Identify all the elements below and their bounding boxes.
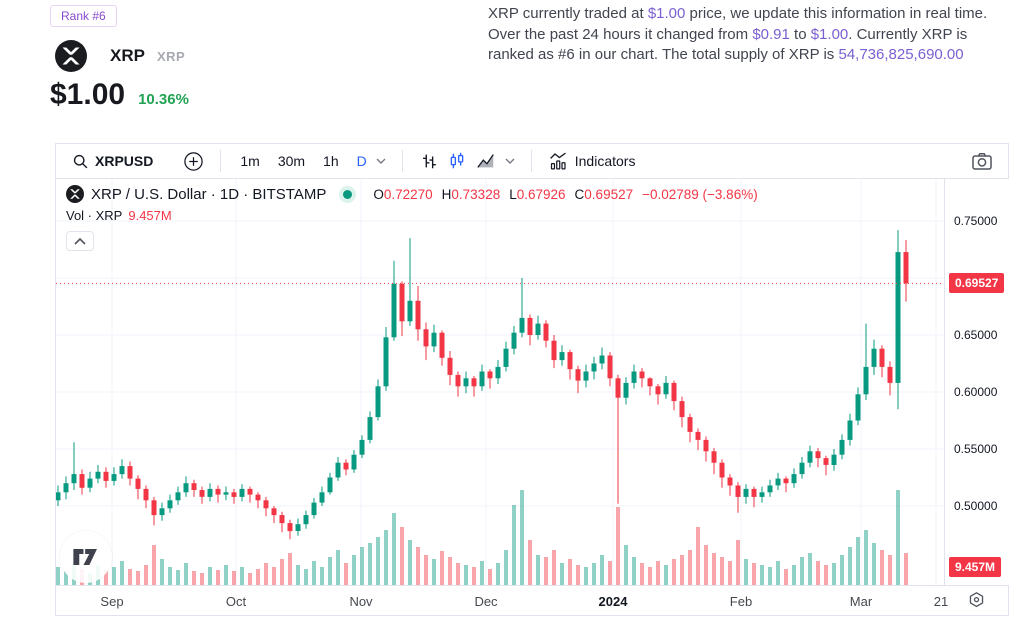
- chevron-up-icon: [74, 237, 86, 245]
- symbol-search-button[interactable]: XRPUSD: [68, 151, 157, 172]
- interval-button-30m[interactable]: 30m: [271, 150, 312, 172]
- coin-title-row: XRP XRP: [55, 40, 185, 72]
- bars-chart-icon: [419, 151, 439, 171]
- toolbar-divider: [530, 150, 532, 172]
- market-status-dot: [343, 189, 353, 199]
- price-tick: 0.60000: [954, 385, 998, 399]
- compare-add-button[interactable]: [179, 149, 208, 174]
- candlestick-chart[interactable]: [56, 179, 944, 585]
- price-scale[interactable]: 0.750000.700000.650000.600000.550000.500…: [944, 179, 1009, 585]
- interval-button-1m[interactable]: 1m: [233, 150, 266, 172]
- ohlc-o: O0.72270: [373, 186, 433, 202]
- coin-name: XRP: [110, 46, 145, 65]
- legend-symbol-row: XRP / U.S. Dollar · 1D · BITSTAMP O0.722…: [66, 185, 758, 203]
- chart-symbol-title[interactable]: XRP / U.S. Dollar · 1D · BITSTAMP: [91, 185, 327, 203]
- ohlc-values: O0.72270 H0.73328 L0.67926 C0.69527 −0.02789…: [373, 187, 757, 202]
- description-text: . Currently XRP is ranked as #6 in our c…: [488, 25, 968, 64]
- ohlc-h: H0.73328: [441, 186, 501, 202]
- chart-style-area-button[interactable]: [471, 149, 519, 173]
- volume-label: Vol · XRP: [66, 208, 123, 223]
- ohlc-l: L0.67926: [509, 186, 566, 202]
- volume-tag: 9.457M: [949, 557, 1002, 577]
- time-scale[interactable]: Sep Oct Nov Dec 2024 Feb Mar 21: [56, 585, 1008, 615]
- time-axis-label: 2024: [598, 594, 628, 609]
- tradingview-logo[interactable]: [60, 531, 112, 583]
- xrp-logo-icon: [55, 40, 87, 72]
- interval-menu-button[interactable]: [374, 156, 390, 166]
- description-text: to: [789, 25, 811, 43]
- interval-button-D[interactable]: D: [350, 150, 374, 172]
- time-axis-label: Oct: [225, 594, 247, 609]
- chart-legend: XRP / U.S. Dollar · 1D · BITSTAMP O0.722…: [66, 185, 758, 251]
- rank-badge: Rank #6: [50, 5, 117, 27]
- candles-chart-icon: [447, 151, 467, 171]
- indicators-button[interactable]: Indicators: [544, 149, 640, 173]
- time-axis-label: 21: [933, 594, 949, 609]
- snapshot-camera-button[interactable]: [966, 148, 998, 174]
- description-highlight: 54,736,825,690.00: [838, 46, 964, 63]
- time-axis-label: Nov: [349, 594, 373, 609]
- xrp-logo-icon-small: [66, 185, 84, 203]
- chart-toolbar: XRPUSD 1m 30m 1h D: [56, 144, 1008, 179]
- symbol-label: XRPUSD: [95, 153, 154, 169]
- price-change-percent: 10.36%: [138, 91, 189, 108]
- chevron-down-icon: [505, 158, 515, 164]
- description-highlight: $1.00: [647, 5, 686, 22]
- price-tick: 0.55000: [954, 442, 998, 456]
- ohlc-c: C0.69527: [574, 186, 634, 202]
- price-tick: 0.65000: [954, 328, 998, 342]
- indicators-icon: [548, 151, 569, 171]
- volume-value: 9.457M: [128, 208, 172, 223]
- price-tick: 0.75000: [954, 214, 998, 228]
- toolbar-divider: [220, 150, 222, 172]
- last-price-tag: 0.69527: [949, 273, 1005, 294]
- chart-plot-area[interactable]: XRP / U.S. Dollar · 1D · BITSTAMP O0.722…: [56, 179, 944, 585]
- coin-description: XRP currently traded at $1.00 price, we …: [488, 4, 1012, 66]
- ohlc-change: −0.02789 (−3.86%): [642, 186, 758, 202]
- interval-group: 1m 30m 1h D: [233, 150, 373, 172]
- tradingview-widget: XRPUSD 1m 30m 1h D: [55, 143, 1009, 616]
- price-tick: 0.50000: [954, 499, 998, 513]
- time-axis-label: Sep: [100, 594, 124, 609]
- legend-collapse-button[interactable]: [66, 231, 94, 251]
- legend-volume-row: Vol · XRP 9.457M: [66, 208, 758, 223]
- coin-price: $1.00: [50, 78, 126, 111]
- time-axis-label: Mar: [849, 594, 873, 609]
- plus-circle-icon: [183, 151, 204, 172]
- coin-ticker: XRP: [156, 48, 186, 64]
- camera-icon: [970, 150, 994, 172]
- area-chart-icon: [475, 151, 497, 171]
- description-text: price, we update this information in rea…: [488, 5, 988, 43]
- time-axis-label: Dec: [474, 594, 498, 609]
- toolbar-divider: [401, 150, 403, 172]
- chart-style-bars-button[interactable]: [415, 149, 443, 173]
- indicators-label: Indicators: [574, 153, 636, 169]
- chart-main-area: XRP / U.S. Dollar · 1D · BITSTAMP O0.722…: [56, 179, 1009, 585]
- gear-icon[interactable]: [966, 590, 987, 611]
- chart-style-candles-button[interactable]: [443, 149, 471, 173]
- price-row: $1.00 10.36%: [50, 78, 189, 112]
- search-icon: [72, 153, 89, 170]
- interval-button-1h[interactable]: 1h: [316, 150, 346, 172]
- description-highlight: $0.91: [752, 25, 790, 43]
- description-highlight: $1.00: [810, 25, 849, 43]
- time-axis-label: Feb: [729, 594, 753, 609]
- chevron-down-icon: [376, 158, 386, 164]
- description-text: XRP currently traded at: [488, 5, 648, 22]
